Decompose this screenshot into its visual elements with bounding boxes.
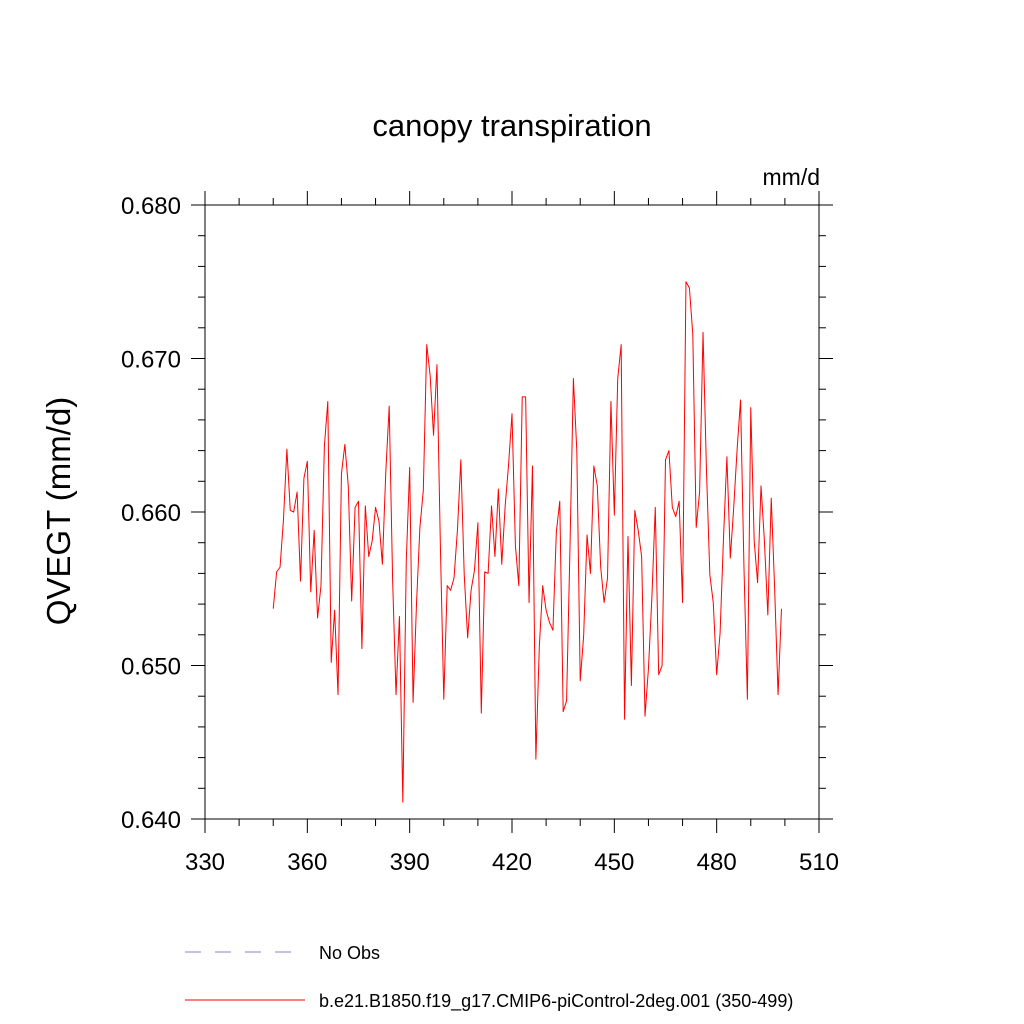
plot-series — [272, 281, 782, 803]
y-tick-label: 0.640 — [121, 807, 181, 834]
chart-title: canopy transpiration — [372, 108, 651, 143]
x-tick-label: 360 — [287, 849, 327, 876]
x-tick-label: 390 — [390, 849, 430, 876]
plot-frame — [204, 204, 820, 820]
y-tick-label: 0.660 — [121, 500, 181, 527]
x-tick-label: 420 — [492, 849, 532, 876]
units-label: mm/d — [763, 164, 821, 190]
x-tick-label: 450 — [594, 849, 634, 876]
x-tick-label: 480 — [697, 849, 737, 876]
legend-label: b.e21.B1850.f19_g17.CMIP6-piControl-2deg… — [319, 991, 793, 1012]
axis-ticks: 330 360 390 420 450 480 510 0.640 0.650 0.660 0.67… — [121, 191, 839, 876]
y-axis-label: QVEGT (mm/d) — [40, 397, 77, 626]
y-tick-label: 0.650 — [121, 654, 181, 681]
x-tick-label: 510 — [799, 849, 839, 876]
y-tick-label: 0.670 — [121, 347, 181, 374]
x-tick-label: 330 — [185, 849, 225, 876]
legend: No Obs b.e21.B1850.f19_g17.CMIP6-piContro… — [185, 943, 793, 1012]
y-tick-label: 0.680 — [121, 193, 181, 220]
series-line — [272, 281, 782, 803]
legend-label: No Obs — [319, 943, 380, 963]
